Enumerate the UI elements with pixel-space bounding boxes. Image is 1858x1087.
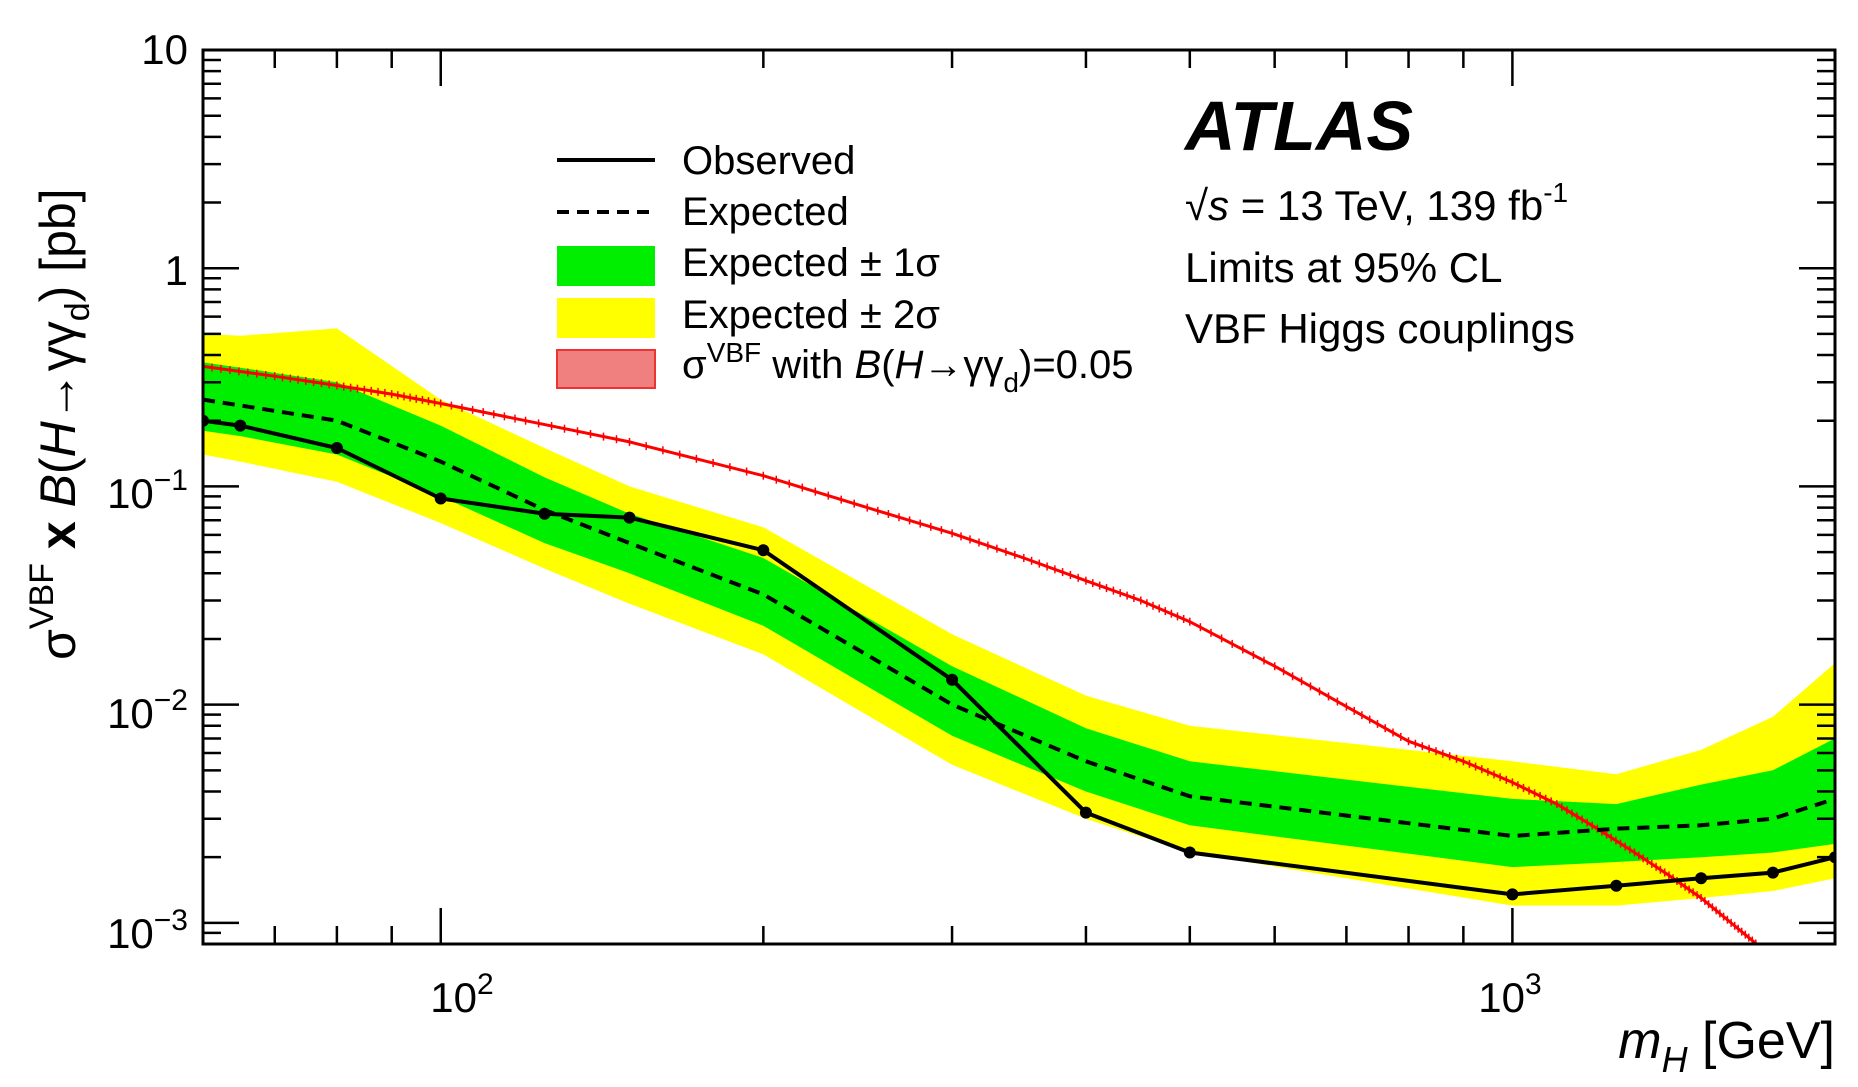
legend-theory-mid: with [761, 343, 854, 387]
legend-label-expected: Expected [682, 190, 849, 234]
y-axis-label-h: H [30, 420, 86, 457]
observed-point [1506, 888, 1519, 901]
legend-label-observed: Observed [682, 139, 855, 183]
y-tick-labels: 10 1 10−1 10−2 10−3 [107, 26, 188, 957]
legend-swatch-band2 [557, 298, 655, 338]
y-axis-label-arrow: →γγ [30, 321, 86, 421]
y-axis-label-sigma: σ [30, 629, 86, 660]
y-tick-label-0.1-exp: −1 [154, 464, 188, 497]
observed-point [434, 492, 447, 505]
y-axis-label-b: B [30, 474, 86, 507]
observed-point [234, 419, 247, 432]
axis-ticks [201, 48, 1837, 946]
x-tick-label-1000-exp: 3 [1525, 968, 1542, 1001]
observed-point [1079, 806, 1092, 819]
legend-theory-sup: VBF [707, 337, 761, 368]
uncertainty-bands [203, 328, 1835, 906]
energy-info-text: = 13 TeV, 139 fb [1229, 182, 1543, 229]
y-tick-label-1: 1 [165, 247, 188, 294]
expected-line [203, 397, 1835, 839]
observed-point [538, 507, 551, 520]
x-tick-label-1000: 103 [1478, 968, 1541, 1021]
x-tick-label-1000-base: 10 [1478, 974, 1525, 1021]
legend: Observed Expected Expected ± 1σ Expected… [556, 139, 1134, 398]
observed-point [623, 511, 636, 524]
y-tick-label-0.1-base: 10 [107, 470, 154, 517]
legend-swatch-band1 [557, 246, 655, 286]
y-tick-label-0.01-base: 10 [107, 690, 154, 737]
observed-point [1183, 846, 1196, 859]
y-tick-label-0.01-exp: −2 [154, 684, 188, 717]
x-tick-label-100: 102 [430, 968, 493, 1021]
energy-info-sqrt: √s [1185, 182, 1229, 229]
observed-point [757, 544, 770, 557]
legend-theory-h: H [895, 343, 924, 387]
energy-info: √s = 13 TeV, 139 fb-1 [1185, 177, 1568, 229]
y-tick-label-10-base: 10 [141, 26, 188, 73]
observed-limit [203, 414, 1835, 901]
y-axis-label-times: x [30, 507, 86, 563]
y-axis-label-unit: [pb] [30, 188, 86, 285]
legend-theory-sigma: σ [682, 343, 707, 387]
legend-swatch-theory [556, 349, 656, 389]
y-tick-label-1-base: 1 [165, 247, 188, 294]
legend-theory-b: B [855, 343, 882, 387]
theory-curve [203, 362, 1759, 944]
y-tick-label-0.1: 10−1 [107, 464, 188, 517]
observed-point [1695, 872, 1708, 885]
observed-point [1766, 866, 1779, 879]
energy-info-exp: -1 [1543, 177, 1568, 208]
x-axis-label: mH [GeV] [1618, 1012, 1835, 1080]
x-tick-label-100-base: 10 [430, 974, 477, 1021]
limits-info: Limits at 95% CL [1185, 244, 1502, 291]
y-axis-label-paren-close: ) [30, 286, 86, 303]
x-tick-label-100-exp: 2 [477, 968, 494, 1001]
y-tick-label-0.001: 10−3 [107, 904, 188, 957]
x-axis-label-subscript: H [1662, 1039, 1689, 1080]
legend-label-band2: Expected ± 2σ [682, 293, 940, 337]
expected-limit [203, 397, 1835, 839]
experiment-label: ATLAS [1183, 87, 1413, 165]
couplings-info: VBF Higgs couplings [1185, 305, 1575, 352]
y-axis-label: σVBF x B(H→γγd) [pb] [23, 188, 97, 660]
legend-theory-paren: ( [881, 343, 895, 387]
y-axis-label-sup: VBF [23, 563, 61, 629]
y-tick-label-10: 10 [141, 26, 188, 73]
y-tick-label-0.001-base: 10 [107, 910, 154, 957]
legend-theory-arrow: →γγ [923, 343, 1003, 387]
observed-point [1610, 879, 1623, 892]
band-2sigma [203, 328, 1835, 906]
legend-label-theory: σVBF with B(H→γγd)=0.05 [682, 337, 1134, 398]
legend-theory-sub: d [1003, 367, 1019, 398]
x-axis-label-unit: [GeV] [1688, 1012, 1835, 1070]
y-tick-label-0.01: 10−2 [107, 684, 188, 737]
y-axis-label-sub: d [59, 302, 97, 321]
band-1sigma [203, 362, 1835, 868]
x-tick-labels: 102 103 [430, 968, 1541, 1021]
legend-theory-end: )=0.05 [1019, 343, 1134, 387]
observed-point [330, 442, 343, 454]
legend-label-band1: Expected ± 1σ [682, 241, 940, 285]
y-axis-label-paren-open: ( [30, 457, 86, 474]
y-tick-label-0.001-exp: −3 [154, 904, 188, 937]
observed-point [946, 673, 959, 686]
x-axis-label-symbol: m [1618, 1012, 1661, 1070]
